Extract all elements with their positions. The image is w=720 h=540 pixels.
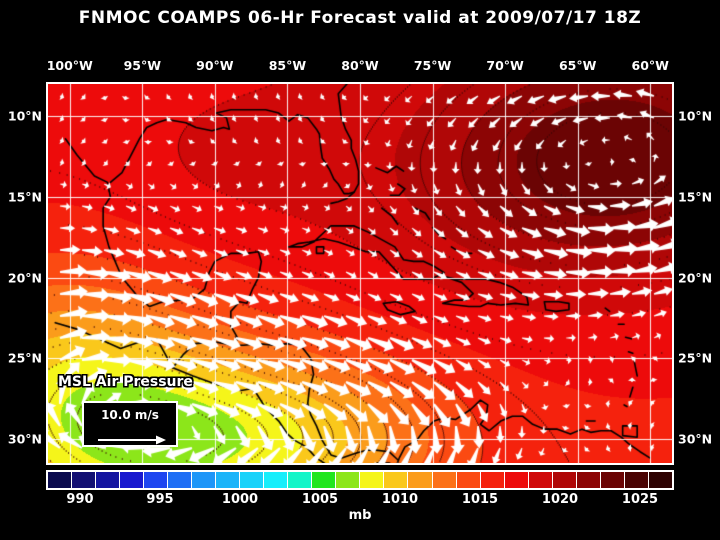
lat-tick-label-left: 25°N (7, 350, 42, 366)
wind-vector-key: 10.0 m/s (82, 401, 178, 447)
colorbar-swatch (600, 472, 625, 488)
colorbar-tick-label: 1025 (621, 492, 659, 507)
lat-tick-label-right: 20°N (678, 270, 713, 286)
lon-tick-label: 75°W (413, 58, 452, 73)
colorbar-swatch (144, 472, 169, 488)
wind-vector-key-label: 10.0 m/s (101, 408, 159, 422)
colorbar-swatch (480, 472, 505, 488)
colorbar-swatch (624, 472, 649, 488)
colorbar-swatch (120, 472, 145, 488)
lat-tick-label-left: 20°N (7, 270, 42, 286)
colorbar-swatch (288, 472, 313, 488)
colorbar-swatch (72, 472, 97, 488)
colorbar-swatch (264, 472, 289, 488)
map-plot-area[interactable]: MSL Air Pressure 10.0 m/s (46, 82, 674, 465)
colorbar-swatch (360, 472, 385, 488)
colorbar-swatch (168, 472, 193, 488)
lon-tick-label: 70°W (486, 58, 524, 73)
colorbar-units-label: mb (348, 508, 372, 523)
colorbar-swatch (192, 472, 217, 488)
colorbar-swatch (336, 472, 361, 488)
colorbar-swatch (552, 472, 577, 488)
page-title: FNMOC COAMPS 06-Hr Forecast valid at 200… (78, 8, 642, 28)
colorbar-tick-label: 1000 (221, 492, 259, 507)
lon-tick-label: 85°W (268, 58, 307, 73)
field-label: MSL Air Pressure (58, 374, 193, 390)
colorbar-swatch (48, 472, 73, 488)
lon-tick-label: 65°W (558, 58, 597, 73)
lat-tick-label-right: 10°N (678, 108, 713, 124)
colorbar-swatch (504, 472, 529, 488)
colorbar-tick-label: 1005 (301, 492, 339, 507)
colorbar-tick-label: 1020 (541, 492, 579, 507)
colorbar-swatch (240, 472, 265, 488)
colorbar-swatch (528, 472, 553, 488)
lat-tick-label-left: 10°N (7, 108, 42, 124)
pressure-field-and-wind-vectors (48, 84, 672, 463)
colorbar-tick-label: 990 (66, 492, 94, 507)
lon-tick-label: 95°W (123, 58, 162, 73)
lon-tick-label: 90°W (196, 58, 234, 73)
lat-tick-label-left: 30°N (7, 431, 42, 447)
colorbar-swatch (408, 472, 433, 488)
colorbar-swatch (648, 472, 672, 488)
colorbar-swatch (576, 472, 601, 488)
colorbar-swatch (312, 472, 337, 488)
colorbar-tick-labels: 990 995 1000 1005 1010 1015 1020 1025 (0, 492, 720, 510)
lat-tick-label-left: 15°N (7, 189, 42, 205)
colorbar-swatch (384, 472, 409, 488)
lat-tick-label-right: 25°N (678, 350, 713, 366)
lat-tick-label-right: 30°N (678, 431, 713, 447)
longitude-axis-labels: 100°W 95°W 90°W 85°W 80°W 75°W 70°W 65°W 60°W (0, 58, 720, 74)
lat-tick-label-right: 15°N (678, 189, 713, 205)
colorbar-swatch (96, 472, 121, 488)
lon-tick-label: 100°W (46, 58, 93, 73)
colorbar-tick-label: 1015 (461, 492, 499, 507)
pressure-colorbar (46, 470, 674, 490)
arrow-right-icon (98, 431, 166, 450)
colorbar-tick-label: 995 (146, 492, 174, 507)
colorbar-tick-label: 1010 (381, 492, 419, 507)
colorbar-swatch (216, 472, 241, 488)
lon-tick-label: 80°W (341, 58, 379, 73)
colorbar-swatch (432, 472, 457, 488)
lon-tick-label: 60°W (631, 58, 669, 73)
colorbar-swatch (456, 472, 481, 488)
